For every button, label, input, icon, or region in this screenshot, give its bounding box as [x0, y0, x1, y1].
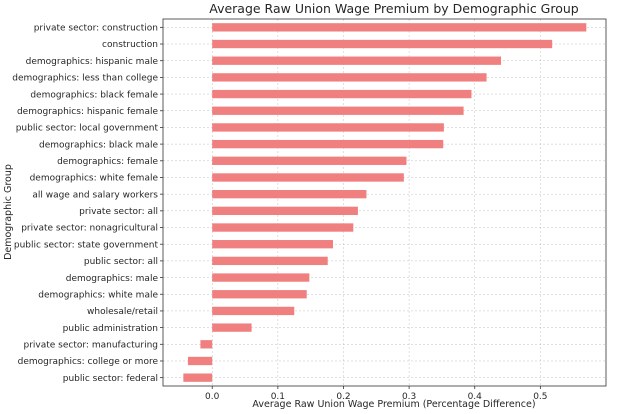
bar: [212, 173, 404, 182]
y-tick-label: public sector: all: [84, 257, 158, 267]
y-tick-label: demographics: white male: [38, 290, 158, 300]
x-axis-label: Average Raw Union Wage Premium (Percenta…: [252, 399, 535, 410]
bar: [212, 256, 328, 266]
x-tick-label: 0.1: [271, 392, 285, 402]
bar: [212, 106, 464, 115]
plot-frame: [162, 18, 607, 387]
x-tick-label: 0.3: [402, 392, 416, 402]
y-tick-label: demographics: hispanic male: [26, 57, 159, 67]
y-tick-label: construction: [102, 40, 158, 50]
bar: [183, 373, 213, 382]
bar: [187, 356, 213, 366]
bar: [212, 189, 367, 199]
bar: [212, 156, 407, 165]
bars: [183, 23, 587, 382]
y-tick-label: private sector: construction: [34, 24, 158, 34]
y-tick-label: wholesale/retail: [87, 307, 158, 317]
bar: [212, 73, 487, 82]
x-tick-label: 0.4: [468, 392, 483, 402]
y-tick-label: private sector: all: [79, 207, 158, 217]
y-tick-label: public administration: [63, 324, 158, 334]
bar: [212, 223, 354, 232]
y-tick-label: demographics: female: [57, 157, 158, 167]
bar: [212, 89, 472, 99]
y-tick-label: private sector: manufacturing: [24, 340, 159, 350]
bar: [212, 290, 307, 299]
y-tick-label: demographics: black female: [30, 90, 158, 100]
y-tick-label: demographics: hispanic female: [17, 107, 159, 117]
bar: [212, 123, 444, 132]
y-tick-labels: private sector: construction construction…: [12, 24, 163, 384]
chart-title: Average Raw Union Wage Premium by Demogr…: [209, 1, 579, 16]
y-tick-label: demographics: white female: [30, 174, 159, 184]
x-tick-label: 0.0: [205, 392, 220, 402]
bar: [212, 323, 252, 332]
y-tick-label: public sector: local government: [16, 124, 159, 134]
bar: [212, 206, 358, 216]
y-tick-label: public sector: federal: [63, 374, 158, 384]
y-tick-label: demographics: male: [66, 274, 159, 284]
bar: [212, 56, 501, 65]
y-axis-label: Demographic Group: [3, 164, 14, 260]
y-tick-label: demographics: black male: [39, 140, 158, 150]
y-tick-label: public sector: state government: [14, 240, 159, 250]
x-tick-labels: 0.0 0.1 0.2 0.3 0.4 0.5: [205, 386, 548, 402]
x-tick-label: 0.2: [336, 392, 350, 402]
bar: [212, 306, 295, 316]
bar: [200, 340, 213, 349]
y-tick-label: all wage and salary workers: [32, 190, 158, 200]
bar: [212, 139, 444, 149]
bar: [212, 23, 587, 32]
bar: [212, 273, 310, 282]
y-tick-label: demographics: college or more: [18, 357, 159, 367]
y-tick-label: private sector: nonagricultural: [21, 224, 158, 234]
bar: [212, 240, 333, 249]
bar: [212, 39, 553, 49]
y-tick-label: demographics: less than college: [12, 74, 158, 84]
x-tick-label: 0.5: [533, 392, 547, 402]
